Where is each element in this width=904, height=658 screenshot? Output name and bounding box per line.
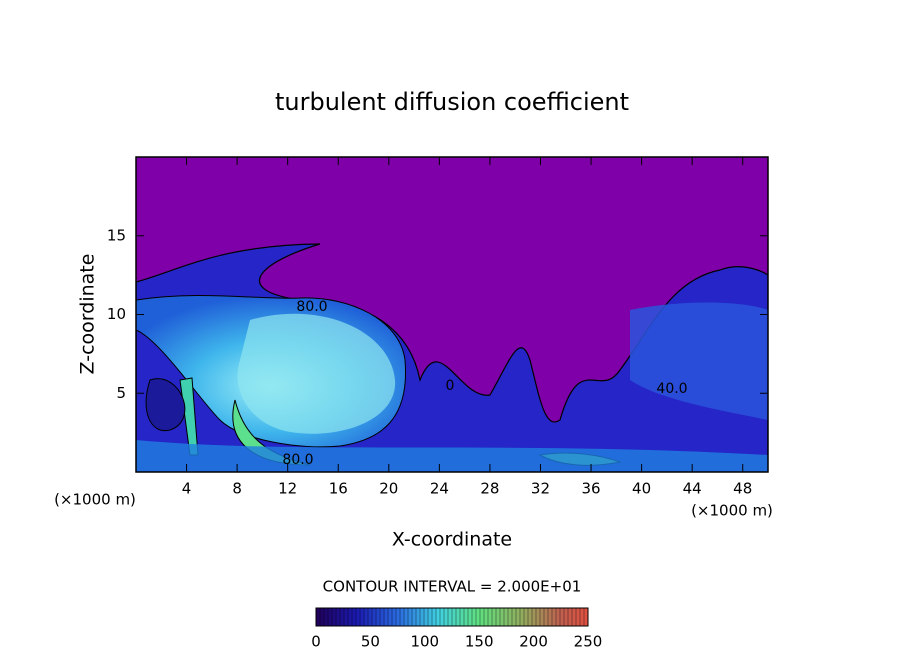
x-tick-label: 32 xyxy=(531,480,550,498)
x-tick-label: 40 xyxy=(632,480,651,498)
contour-label: 0 xyxy=(446,378,455,394)
colorbar-tick-label: 100 xyxy=(410,633,439,651)
y-tick-label: 10 xyxy=(107,305,126,323)
y-tick-label: 15 xyxy=(107,226,126,244)
contour-label: 80.0 xyxy=(282,452,313,468)
x-tick-label: 36 xyxy=(581,480,600,498)
y-axis-label: Z-coordinate xyxy=(77,254,99,375)
x-unit-left: (×1000 m) xyxy=(54,491,136,509)
contour-field xyxy=(136,157,768,472)
contour-label: 40.0 xyxy=(656,381,687,397)
x-tick-label: 16 xyxy=(329,480,348,498)
colorbar-tick-label: 150 xyxy=(465,633,494,651)
colorbar-tick-label: 250 xyxy=(574,633,603,651)
x-tick-label: 8 xyxy=(232,480,242,498)
x-unit-right: (×1000 m) xyxy=(691,502,773,520)
x-tick-label: 24 xyxy=(430,480,449,498)
contour-interval: CONTOUR INTERVAL = 2.000E+01 xyxy=(323,578,582,596)
x-tick-label: 20 xyxy=(379,480,398,498)
x-tick-label: 4 xyxy=(182,480,192,498)
contour-label: 80.0 xyxy=(296,299,327,315)
x-tick-label: 12 xyxy=(278,480,297,498)
colorbar-tick-label: 0 xyxy=(311,633,321,651)
x-tick-label: 28 xyxy=(480,480,499,498)
colorbar-tick-label: 200 xyxy=(519,633,548,651)
colorbar-tick-label: 50 xyxy=(361,633,380,651)
y-tick-label: 5 xyxy=(116,384,126,402)
x-axis-label: X-coordinate xyxy=(392,529,512,551)
chart-title: turbulent diffusion coefficient xyxy=(275,88,629,116)
x-tick-label: 44 xyxy=(683,480,702,498)
x-tick-label: 48 xyxy=(733,480,752,498)
